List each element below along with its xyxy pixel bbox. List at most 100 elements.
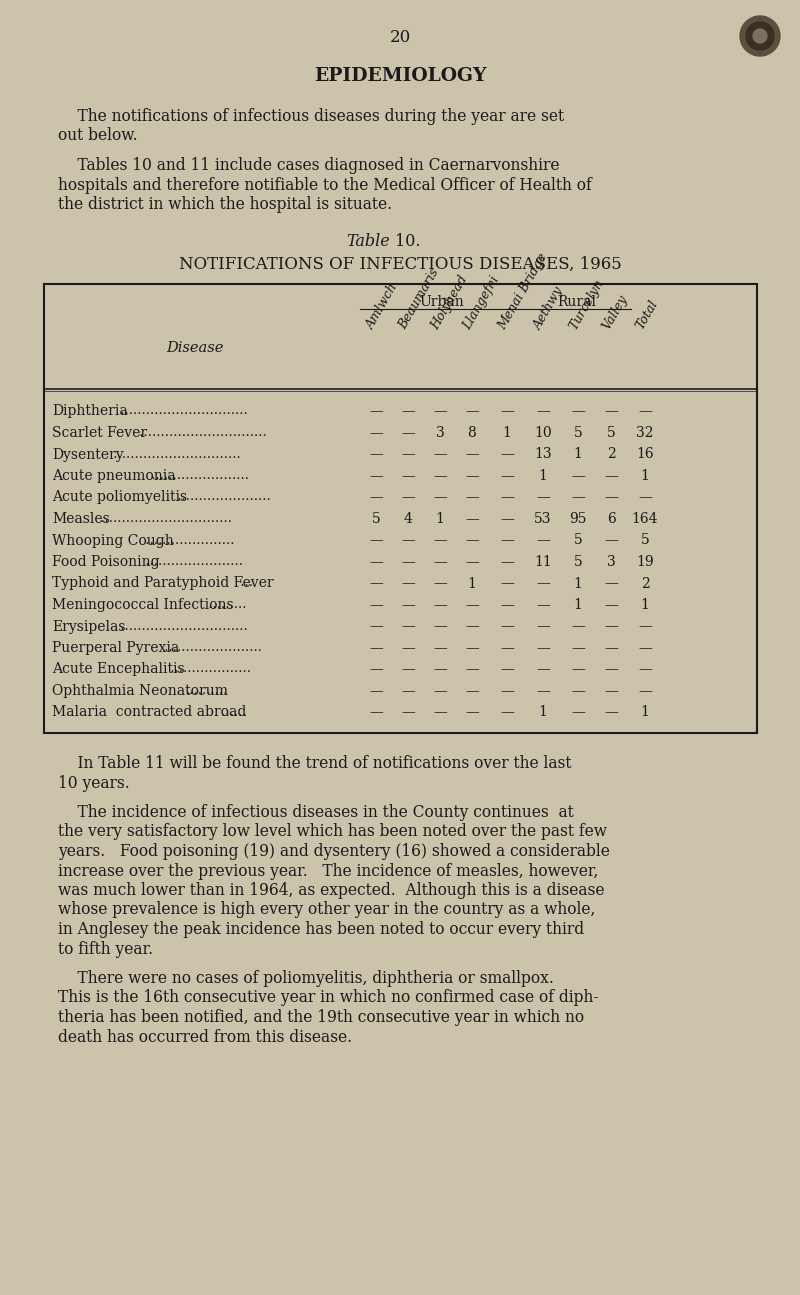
Text: —: — bbox=[433, 641, 447, 655]
Text: 3: 3 bbox=[606, 556, 615, 569]
Text: Ophthalmia Neonatorum: Ophthalmia Neonatorum bbox=[52, 684, 228, 698]
Text: Table: Table bbox=[346, 233, 390, 250]
Text: —: — bbox=[500, 556, 514, 569]
Text: —: — bbox=[369, 598, 383, 613]
Text: —: — bbox=[401, 619, 415, 633]
Text: to fifth year.: to fifth year. bbox=[58, 940, 153, 957]
Text: .......................: ....................... bbox=[160, 641, 262, 654]
Text: —: — bbox=[401, 534, 415, 548]
Text: —: — bbox=[604, 619, 618, 633]
Circle shape bbox=[740, 16, 780, 56]
Text: —: — bbox=[638, 404, 652, 418]
Text: The notifications of infectious diseases during the year are set: The notifications of infectious diseases… bbox=[58, 107, 564, 126]
Text: —: — bbox=[465, 663, 479, 676]
Text: —: — bbox=[433, 663, 447, 676]
Text: —: — bbox=[500, 706, 514, 720]
Text: .......................: ....................... bbox=[141, 556, 243, 569]
Text: —: — bbox=[465, 469, 479, 483]
Text: 5: 5 bbox=[574, 534, 582, 548]
Text: 1: 1 bbox=[641, 706, 650, 720]
Text: —: — bbox=[465, 448, 479, 461]
Text: —: — bbox=[500, 684, 514, 698]
Text: Holyhead: Holyhead bbox=[429, 273, 470, 332]
Text: 164: 164 bbox=[632, 512, 658, 526]
Text: —: — bbox=[369, 534, 383, 548]
Text: 95: 95 bbox=[570, 512, 586, 526]
Text: Rural: Rural bbox=[558, 295, 597, 310]
Text: was much lower than in 1964, as expected.  Although this is a disease: was much lower than in 1964, as expected… bbox=[58, 882, 605, 899]
Bar bbox=[44, 284, 757, 733]
Text: —: — bbox=[536, 404, 550, 418]
Text: —: — bbox=[536, 663, 550, 676]
Text: —: — bbox=[571, 641, 585, 655]
Text: —: — bbox=[604, 404, 618, 418]
Text: —: — bbox=[401, 598, 415, 613]
Text: Beaumaris: Beaumaris bbox=[397, 267, 442, 332]
Text: 53: 53 bbox=[534, 512, 552, 526]
Text: —: — bbox=[638, 641, 652, 655]
Text: —: — bbox=[604, 706, 618, 720]
Text: Llangefni: Llangefni bbox=[461, 273, 502, 332]
Text: —: — bbox=[571, 706, 585, 720]
Text: 5: 5 bbox=[574, 426, 582, 440]
Text: Whooping Cough: Whooping Cough bbox=[52, 534, 174, 548]
Text: 1: 1 bbox=[574, 448, 582, 461]
Text: ......................: ...................... bbox=[173, 491, 270, 504]
Text: 8: 8 bbox=[468, 426, 476, 440]
Text: In Table 11 will be found the trend of notifications over the last: In Table 11 will be found the trend of n… bbox=[58, 755, 571, 772]
Text: 1: 1 bbox=[538, 469, 547, 483]
Text: —: — bbox=[369, 404, 383, 418]
Text: —: — bbox=[433, 619, 447, 633]
Text: —: — bbox=[604, 641, 618, 655]
Text: —: — bbox=[536, 598, 550, 613]
Text: Food Poisoning: Food Poisoning bbox=[52, 556, 160, 569]
Text: 19: 19 bbox=[636, 556, 654, 569]
Text: .......................: ....................... bbox=[147, 469, 250, 482]
Text: 2: 2 bbox=[641, 576, 650, 591]
Text: ...................: ................... bbox=[166, 663, 251, 676]
Text: —: — bbox=[465, 491, 479, 505]
Text: —: — bbox=[401, 706, 415, 720]
Text: out below.: out below. bbox=[58, 127, 138, 145]
Text: This is the 16th consecutive year in which no confirmed case of diph-: This is the 16th consecutive year in whi… bbox=[58, 989, 598, 1006]
Text: —: — bbox=[536, 619, 550, 633]
Text: Scarlet Fever: Scarlet Fever bbox=[52, 426, 147, 440]
Text: —: — bbox=[571, 619, 585, 633]
Text: Total: Total bbox=[634, 298, 661, 332]
Text: —: — bbox=[465, 556, 479, 569]
Text: —: — bbox=[433, 598, 447, 613]
Text: —: — bbox=[465, 512, 479, 526]
Text: .........: ......... bbox=[204, 598, 247, 611]
Text: hospitals and therefore notifiable to the Medical Officer of Health of: hospitals and therefore notifiable to th… bbox=[58, 176, 592, 193]
Text: 11: 11 bbox=[534, 556, 552, 569]
Text: increase over the previous year.   The incidence of measles, however,: increase over the previous year. The inc… bbox=[58, 862, 598, 879]
Text: —: — bbox=[500, 663, 514, 676]
Text: Tables 10 and 11 include cases diagnosed in Caernarvonshire: Tables 10 and 11 include cases diagnosed… bbox=[58, 157, 559, 174]
Text: ..............................: .............................. bbox=[134, 426, 266, 439]
Text: —: — bbox=[500, 404, 514, 418]
Text: 3: 3 bbox=[436, 426, 444, 440]
Text: —: — bbox=[433, 404, 447, 418]
Text: —: — bbox=[604, 534, 618, 548]
Text: —: — bbox=[465, 619, 479, 633]
Text: Acute Encephalitis: Acute Encephalitis bbox=[52, 663, 185, 676]
Text: Diphtheria: Diphtheria bbox=[52, 404, 128, 418]
Text: Malaria  contracted abroad: Malaria contracted abroad bbox=[52, 706, 246, 720]
Text: —: — bbox=[638, 663, 652, 676]
Text: —: — bbox=[401, 426, 415, 440]
Text: 10 years.: 10 years. bbox=[58, 774, 130, 791]
Text: 20: 20 bbox=[390, 30, 410, 47]
Text: 6: 6 bbox=[606, 512, 615, 526]
Text: the very satisfactory low level which has been noted over the past few: the very satisfactory low level which ha… bbox=[58, 824, 607, 840]
Text: —: — bbox=[604, 576, 618, 591]
Text: —: — bbox=[369, 663, 383, 676]
Text: 16: 16 bbox=[636, 448, 654, 461]
Text: Acute pneumonia: Acute pneumonia bbox=[52, 469, 176, 483]
Text: —: — bbox=[433, 469, 447, 483]
Text: —: — bbox=[536, 641, 550, 655]
Text: —: — bbox=[369, 426, 383, 440]
Text: —: — bbox=[465, 534, 479, 548]
Text: ...: ... bbox=[236, 576, 253, 589]
Text: 32: 32 bbox=[636, 426, 654, 440]
Text: —: — bbox=[401, 663, 415, 676]
